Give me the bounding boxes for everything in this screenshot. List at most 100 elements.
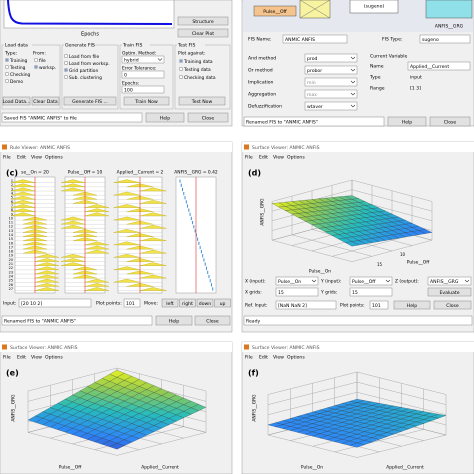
button-label[interactable]: Close — [206, 318, 219, 324]
menu-item[interactable]: File — [245, 155, 253, 161]
dropdown[interactable] — [304, 53, 358, 63]
field-text[interactable]: 101 — [372, 303, 381, 309]
field[interactable] — [121, 85, 165, 94]
radio-label[interactable]: Checking — [10, 72, 31, 78]
button[interactable] — [393, 300, 431, 310]
button[interactable] — [2, 96, 31, 106]
button[interactable] — [433, 300, 472, 310]
field-text[interactable]: sugeno — [422, 38, 439, 43]
radio[interactable] — [4, 64, 9, 69]
button-label[interactable]: Close — [202, 115, 215, 121]
field-text[interactable]: Renamed FIS to "ANMIC ANFIS" — [4, 318, 76, 324]
radio-label[interactable]: Training data — [183, 59, 213, 65]
menu-item[interactable]: View — [31, 155, 42, 161]
button[interactable] — [161, 298, 179, 308]
radio-label[interactable]: Testing — [9, 65, 26, 71]
button-label[interactable]: Help — [169, 318, 180, 324]
radio[interactable] — [178, 74, 183, 79]
field-text[interactable]: 101 — [126, 301, 135, 307]
button[interactable] — [187, 112, 229, 123]
field-text[interactable]: Pulse__On — [278, 279, 301, 285]
field[interactable] — [419, 34, 471, 44]
field[interactable] — [1, 315, 153, 326]
menu-item[interactable]: View — [273, 355, 284, 361]
button[interactable] — [63, 96, 117, 106]
button-label[interactable]: Clear Data — [33, 99, 58, 105]
menu-item[interactable]: Edit — [17, 355, 26, 361]
button[interactable] — [179, 298, 196, 308]
button-label[interactable]: Help — [407, 303, 418, 309]
field-text[interactable]: Pulse__Off — [352, 279, 376, 285]
button[interactable] — [196, 298, 214, 308]
button-label[interactable]: Close — [444, 119, 457, 125]
field[interactable] — [275, 287, 319, 297]
button-label[interactable]: Evaluate — [439, 290, 459, 296]
field[interactable] — [407, 61, 471, 71]
field[interactable] — [243, 116, 385, 127]
button-label[interactable]: down — [199, 301, 211, 307]
field[interactable] — [123, 298, 141, 308]
field-text[interactable]: max — [307, 93, 317, 98]
dropdown[interactable] — [427, 276, 472, 286]
field[interactable] — [275, 300, 337, 310]
radio[interactable] — [63, 74, 68, 79]
field[interactable] — [121, 70, 165, 79]
button-label[interactable]: Clear Plot — [192, 31, 214, 37]
dropdown[interactable] — [349, 276, 393, 286]
button[interactable] — [429, 116, 471, 127]
button[interactable] — [155, 315, 193, 326]
field[interactable] — [369, 300, 389, 310]
button-label[interactable]: Help — [160, 115, 171, 121]
menu-item[interactable]: File — [3, 355, 11, 361]
button[interactable] — [387, 116, 427, 127]
menu-item[interactable]: Edit — [259, 355, 268, 361]
button[interactable] — [214, 298, 231, 308]
field[interactable] — [1, 112, 143, 123]
field-text[interactable]: min — [307, 80, 316, 86]
field[interactable] — [282, 34, 348, 44]
field-text[interactable]: ANMIC ANFIS — [285, 37, 315, 43]
button[interactable] — [194, 315, 231, 326]
button-label[interactable]: Load Data... — [3, 99, 31, 105]
dropdown[interactable] — [304, 89, 358, 99]
field-text[interactable]: Renamed FIS to "ANMIC ANFIS" — [246, 119, 318, 125]
button-label[interactable]: Train Now — [134, 99, 158, 105]
menu-item[interactable]: Options — [45, 155, 63, 161]
radio-label[interactable]: worksp. — [39, 65, 56, 71]
field-text[interactable]: prod — [307, 56, 318, 62]
field-text[interactable]: Applied__Current — [410, 64, 449, 70]
radio[interactable] — [63, 54, 68, 59]
button-label[interactable]: Close — [446, 303, 459, 309]
field[interactable] — [349, 287, 393, 297]
button-label[interactable]: Test Now — [191, 99, 213, 105]
button[interactable] — [123, 96, 170, 106]
button-label[interactable]: up — [220, 302, 226, 307]
radio-label[interactable]: Sub. clustering — [69, 75, 102, 81]
dropdown[interactable] — [304, 101, 358, 111]
button[interactable] — [31, 96, 60, 106]
menu-item[interactable]: Options — [287, 155, 305, 161]
menu-item[interactable]: Options — [287, 355, 305, 361]
dropdown[interactable] — [304, 65, 358, 75]
button-label[interactable]: right — [182, 301, 193, 307]
field-text[interactable]: Saved FIS "ANMIC ANFIS" to file — [4, 115, 77, 121]
radio-label[interactable]: Testing data — [183, 67, 211, 73]
dropdown[interactable] — [121, 55, 165, 64]
field[interactable] — [243, 315, 473, 326]
button-label[interactable]: Help — [402, 119, 413, 125]
menu-item[interactable]: Options — [45, 355, 63, 361]
menu-item[interactable]: File — [3, 155, 11, 161]
dropdown[interactable] — [304, 77, 358, 87]
field-text[interactable]: probor — [307, 68, 322, 74]
button[interactable] — [178, 96, 226, 106]
field-text[interactable]: [20 10 2] — [21, 301, 42, 307]
field-text[interactable]: [NaN NaN 2] — [278, 303, 307, 309]
field-text[interactable]: 100 — [124, 87, 133, 93]
field-text[interactable]: 15 — [352, 290, 358, 296]
button[interactable] — [145, 112, 185, 123]
button-label[interactable]: Structure — [192, 19, 214, 25]
radio-label[interactable]: Load from worksp. — [69, 61, 110, 67]
menu-item[interactable]: Edit — [259, 155, 268, 161]
radio-label[interactable]: Demo — [10, 79, 23, 85]
radio[interactable] — [34, 58, 39, 63]
